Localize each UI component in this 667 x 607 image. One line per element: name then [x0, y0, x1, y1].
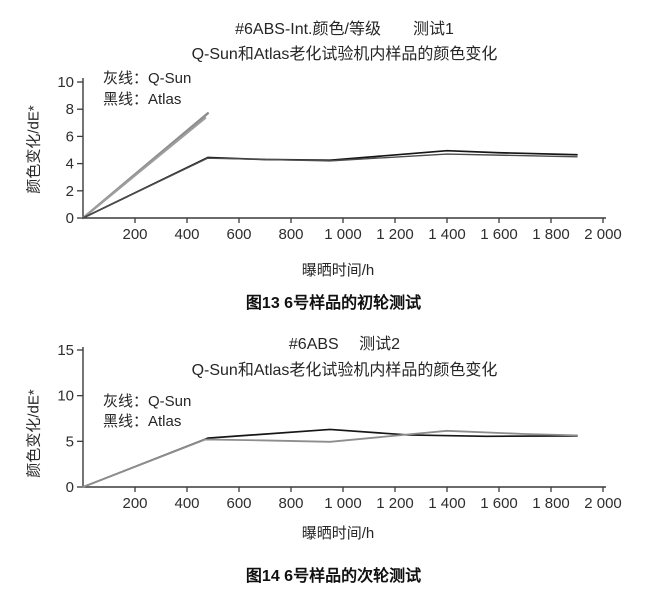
y-tick-label: 0: [66, 210, 74, 227]
x-tick-label: 2 000: [584, 226, 622, 243]
fig14-y-axis-label: 颜色变化/dE*: [25, 389, 43, 478]
x-tick-label: 600: [226, 495, 251, 512]
y-tick-label: 10: [57, 388, 74, 405]
x-tick-label: 400: [174, 495, 199, 512]
series-line-qsun-b: [81, 116, 207, 220]
x-tick-label: 200: [122, 226, 147, 243]
x-tick-label: 800: [278, 226, 303, 243]
fig14-title: #6ABS 测试2: [288, 336, 401, 353]
fig14-legend: 灰线：Q-Sun 黑线：Atlas: [103, 392, 191, 432]
x-tick-label: 1 200: [376, 495, 414, 512]
fig13-legend: 灰线：Q-Sun 黑线：Atlas: [103, 68, 191, 110]
fig13-legend-gray: 灰线：Q-Sun: [103, 70, 192, 87]
x-tick-label: 600: [226, 226, 251, 243]
x-tick-label: 1 800: [532, 495, 570, 512]
x-tick-label: 1 400: [428, 495, 466, 512]
fig13-caption: 图13 6号样品的初轮测试: [245, 295, 422, 312]
fig13-x-axis-label: 曝晒时间/h: [301, 262, 375, 279]
x-tick-label: 1 000: [324, 226, 362, 243]
x-tick-label: 1 200: [376, 226, 414, 243]
x-tick-label: 1 400: [428, 226, 466, 243]
x-tick-label: 1 600: [480, 495, 518, 512]
x-tick-label: 1 000: [324, 495, 362, 512]
y-tick-label: 0: [66, 479, 74, 496]
y-tick-label: 4: [66, 156, 74, 173]
x-tick-label: 1 600: [480, 226, 518, 243]
fig14-legend-gray: 灰线：Q-Sun: [103, 393, 192, 410]
x-tick-label: 400: [174, 226, 199, 243]
x-tick-label: 800: [278, 495, 303, 512]
fig13-subtitle: Q-Sun和Atlas老化试验机内样品的颜色变化: [191, 46, 498, 63]
fig14-x-axis-label: 曝晒时间/h: [301, 525, 375, 542]
x-tick-label: 200: [122, 495, 147, 512]
fig14-legend-black: 黑线：Atlas: [103, 413, 182, 430]
y-tick-label: 15: [57, 342, 74, 359]
series-line-qsun: [82, 429, 578, 488]
y-tick-label: 5: [66, 433, 74, 450]
y-tick-label: 8: [66, 101, 74, 118]
y-tick-label: 6: [66, 128, 74, 145]
x-tick-label: 2 000: [584, 495, 622, 512]
fig13-title: #6ABS-Int.颜色/等级 测试1: [235, 21, 454, 38]
x-tick-label: 1 800: [532, 226, 570, 243]
y-tick-label: 2: [66, 183, 74, 200]
series-line-atlas-b: [82, 153, 578, 219]
fig14-subtitle: Q-Sun和Atlas老化试验机内样品的颜色变化: [191, 362, 498, 379]
fig13-y-axis-label: 颜色变化/dE*: [25, 105, 43, 194]
fig14-caption: 图14 6号样品的次轮测试: [245, 568, 422, 585]
y-tick-label: 10: [57, 74, 74, 91]
fig13-legend-black: 黑线：Atlas: [103, 91, 182, 108]
